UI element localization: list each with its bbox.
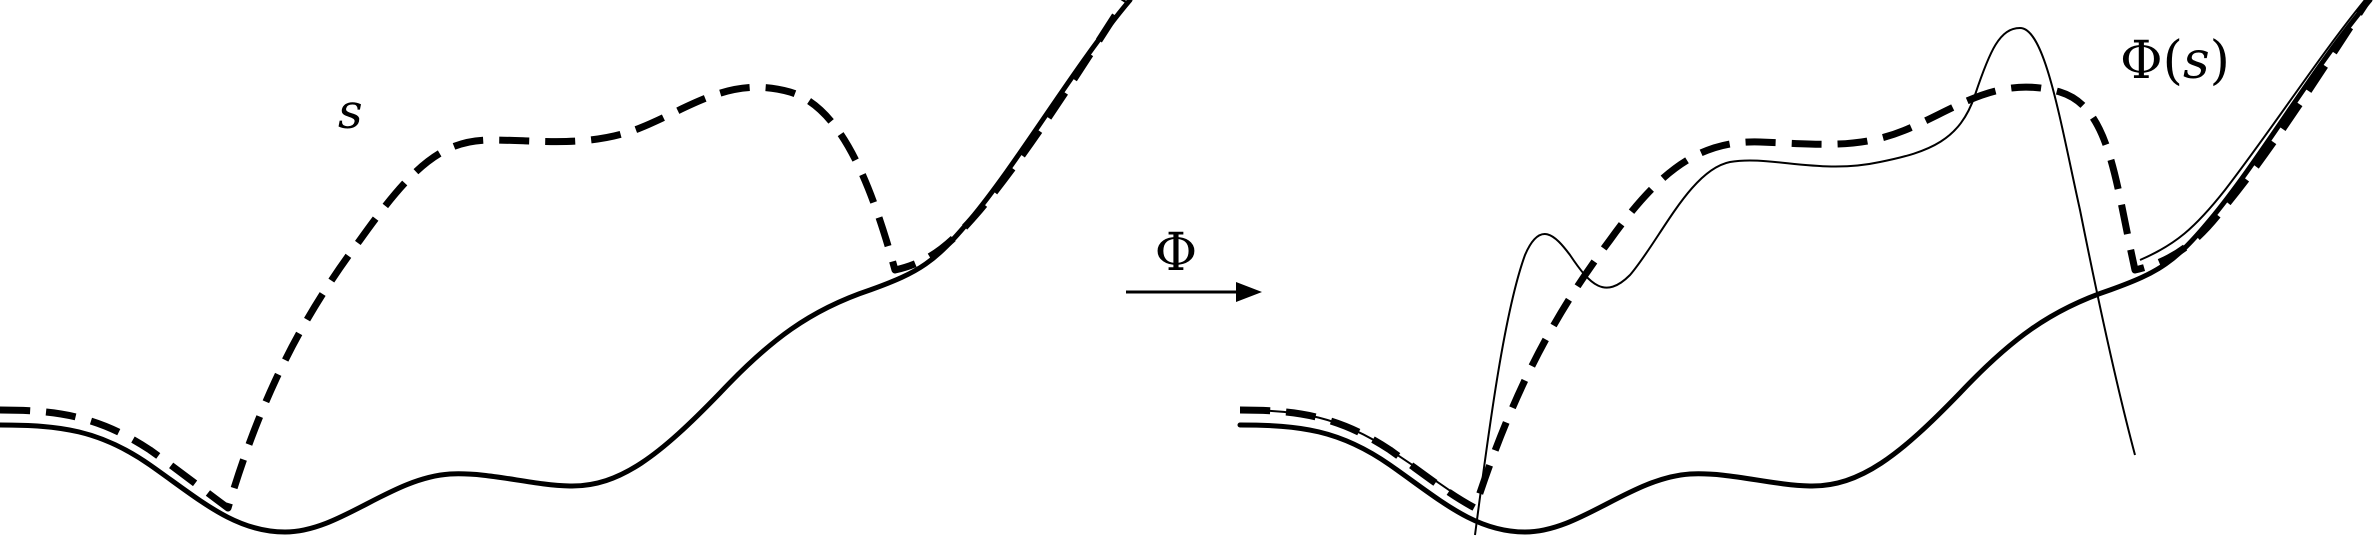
left-panel: s — [0, 0, 1133, 535]
label-s: s — [338, 84, 363, 140]
left-base-curve — [0, 0, 1133, 535]
label-phi-of-s: Φ(s) — [2120, 31, 2230, 91]
label-phi-of-s-close: ) — [2210, 31, 2230, 91]
label-phi-of-s-arg: s — [2183, 31, 2210, 91]
right-dashed-curve — [1239, 0, 2371, 512]
map-arrow: Φ — [1126, 223, 1262, 302]
label-phi-map: Φ — [1155, 223, 1198, 283]
right-thin-curve-phi-s — [1474, 27, 2136, 536]
right-panel: Φ(s) — [1237, 0, 2373, 536]
left-dashed-curve-s — [0, 0, 1128, 512]
right-thin-companion-right — [2139, 0, 2366, 261]
label-phi-of-s-phi: Φ — [2120, 31, 2163, 91]
label-phi-of-s-open: ( — [2163, 31, 2183, 91]
arrow-head — [1236, 282, 1262, 302]
